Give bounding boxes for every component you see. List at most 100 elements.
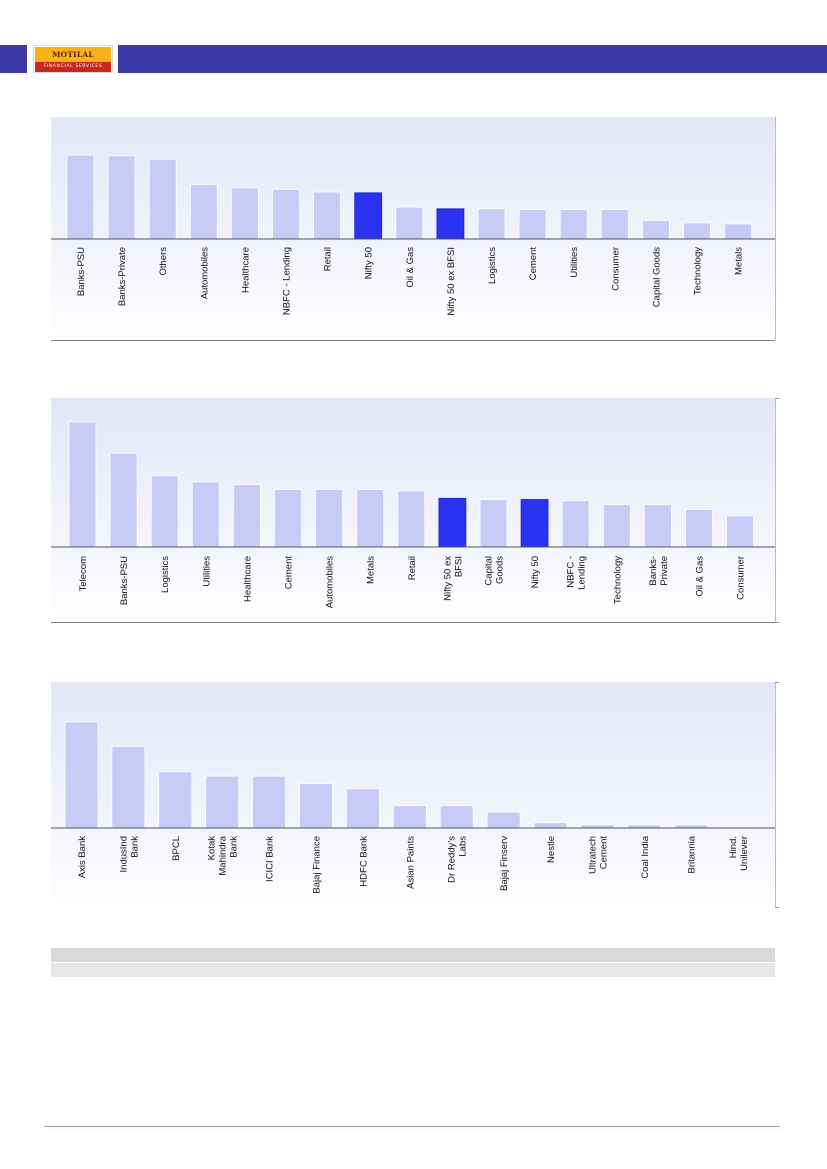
tick-label: Dr Reddy’sLabs: [447, 836, 469, 883]
tick-label: UltratechCement: [587, 836, 609, 874]
tick-label: Utilities: [569, 247, 580, 278]
tick-label: Utilities: [201, 556, 212, 587]
bar-automobiles: [189, 184, 218, 240]
tick-label: Banks-PSU: [119, 556, 130, 605]
bar-utilities: [559, 209, 588, 240]
header-bar: [118, 45, 827, 73]
logo-top-text: MOTILAL OSWAL: [35, 47, 111, 74]
tick-label: Hind.Unilever: [728, 836, 750, 871]
tick-label: Axis Bank: [77, 836, 88, 878]
chart-1: Banks-PSU Banks-Private Others Automobiles H…: [51, 154, 775, 316]
tick-label: Bajaj Finance: [312, 836, 323, 894]
bar-capital-goods: [642, 220, 670, 240]
bar-consumer: [600, 209, 629, 240]
tick-label: Capital Goods: [651, 247, 662, 307]
bar-logistics: [150, 475, 179, 548]
bar-icici-bank: [252, 775, 287, 829]
tick-label: Nifty 50 ex BFSI: [446, 247, 457, 316]
tick-label: Telecom: [78, 556, 89, 591]
bar-cement: [274, 489, 302, 548]
tick-label: KotakMahindraBank: [207, 835, 240, 875]
chart-3-bottom-tick: [775, 907, 779, 908]
bar-consumer: [726, 515, 754, 548]
tick-label: CapitalGoods: [484, 556, 506, 586]
chart-1-bottom-rule: [51, 340, 775, 341]
bar-nifty-50: [520, 499, 549, 548]
bar-utilities: [191, 481, 220, 548]
bar-telecom: [68, 421, 97, 548]
tick-label: Banks-Private: [648, 556, 670, 586]
tick-label: Asian Paints: [405, 836, 416, 889]
tick-label: IndusIndBank: [118, 836, 140, 873]
tick-label: Nifty 50: [364, 247, 375, 279]
chart-3: Axis Bank IndusIndBank BPCL KotakMahindraBa…: [51, 721, 775, 894]
tick-label: Oil & Gas: [695, 556, 706, 597]
bar-nifty-50-ex-bfsi: [436, 208, 465, 240]
tick-label: Consumer: [610, 247, 621, 291]
bar-retail: [397, 490, 426, 548]
chart-1-right-frame: [775, 117, 776, 340]
tick-label: ICICI Bank: [265, 836, 276, 882]
chart-3-right-frame: [775, 682, 776, 908]
bar-cement: [518, 209, 547, 240]
header-left-block: [0, 45, 27, 73]
company-logo: MOTILAL OSWAL FINANCIAL SERVICES: [33, 45, 113, 74]
tick-label: Banks-PSU: [76, 247, 87, 296]
bar-indusind-bank: [111, 746, 146, 829]
tick-label: Bajaj Finserv: [499, 836, 510, 891]
bar-technology: [602, 504, 631, 548]
bar-banks-private: [644, 504, 672, 548]
table-header-row: [51, 948, 775, 962]
bar-nestle: [533, 822, 568, 829]
bar-metals: [724, 223, 752, 240]
bar-oil-gas: [395, 206, 424, 240]
tick-label: Banks-Private: [117, 247, 128, 306]
bar-bpcl: [158, 771, 193, 829]
tick-label: Retail: [407, 556, 418, 580]
tick-label: Technology: [612, 556, 623, 604]
tick-label: Logistics: [487, 247, 498, 284]
tick-label: Technology: [693, 247, 704, 295]
bar-nbfc-lending: [561, 500, 590, 548]
chart-2-top-tick: [775, 398, 779, 399]
logo-bottom-text: FINANCIAL SERVICES: [35, 62, 111, 72]
bar-retail: [313, 191, 342, 240]
tick-label: Healthcare: [240, 247, 251, 293]
bar-capital-goods: [479, 499, 508, 548]
bar-logistics: [477, 208, 506, 240]
bar-asian-paints: [392, 805, 427, 829]
tick-label: Others: [158, 247, 169, 276]
tick-label: Automobiles: [325, 556, 336, 609]
bar-banks-private: [107, 155, 136, 240]
bar-dr-reddy-s-labs: [439, 805, 474, 829]
tick-label: Retail: [323, 247, 334, 271]
bar-others: [148, 158, 177, 240]
bar-nifty-50: [354, 192, 383, 240]
tick-label: Cement: [284, 556, 295, 590]
bar-metals: [356, 489, 385, 548]
tick-label: HDFC Bank: [358, 836, 369, 887]
bar-nbfc-lending: [272, 189, 300, 240]
chart-2-bottom-rule: [51, 622, 775, 623]
bar-axis-bank: [64, 721, 99, 829]
bar-banks-psu: [109, 452, 138, 548]
bar-healthcare: [230, 187, 259, 240]
chart-3-top-tick: [775, 682, 779, 683]
bar-healthcare: [232, 484, 261, 548]
tick-label: Nifty 50 exBFSI: [442, 556, 464, 601]
bar-kotak-mahindra-bank: [205, 775, 240, 829]
tick-label: Metals: [366, 556, 377, 584]
bar-bajaj-finserv: [486, 811, 521, 829]
table-row: [51, 963, 775, 977]
tick-label: Nifty 50: [530, 556, 541, 588]
footer-rule: [44, 1126, 780, 1127]
bar-hdfc-bank: [345, 788, 380, 829]
chart-2-right-frame: [775, 398, 776, 622]
chart-2-bottom-tick: [775, 622, 779, 623]
tick-label: Oil & Gas: [405, 247, 416, 288]
bar-nifty-50-ex-bfsi: [438, 497, 467, 548]
tick-label: Logistics: [160, 556, 171, 593]
tick-label: Metals: [734, 247, 745, 275]
bar-automobiles: [315, 489, 344, 548]
tick-label: Healthcare: [242, 556, 253, 602]
